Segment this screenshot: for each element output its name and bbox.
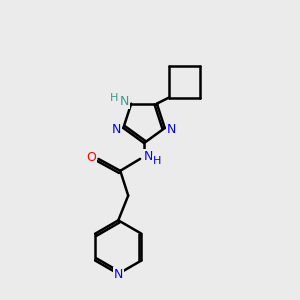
Text: H: H <box>110 93 118 103</box>
Text: N: N <box>112 124 121 136</box>
Text: N: N <box>167 124 176 136</box>
Text: N: N <box>114 268 123 281</box>
Text: N: N <box>144 150 153 164</box>
Text: H: H <box>153 156 161 166</box>
Text: N: N <box>120 95 129 108</box>
Text: O: O <box>87 152 97 164</box>
